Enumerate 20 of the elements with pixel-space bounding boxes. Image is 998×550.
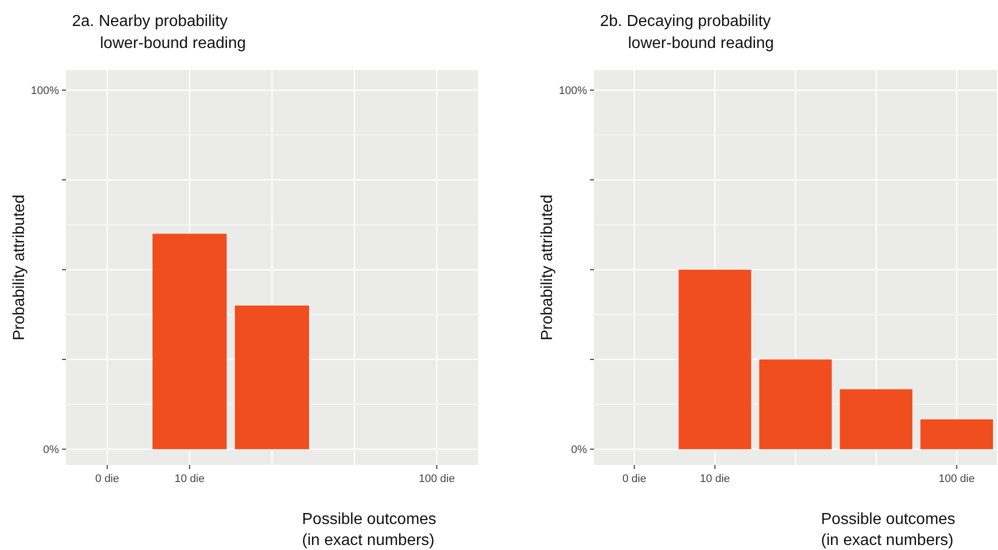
x-axis-title: Possible outcomes (in exact numbers)	[302, 511, 436, 549]
x-tick-label: 0 die	[622, 473, 646, 485]
bar	[678, 270, 752, 450]
y-axis-title: Probability attributed	[539, 194, 556, 340]
y-tick-label: 100%	[558, 84, 588, 97]
bar	[920, 419, 993, 450]
x-axis-title: Possible outcomes (in exact numbers)	[821, 511, 956, 549]
y-tick-label: 0%	[571, 444, 588, 456]
y-axis-title: Probability attributed	[11, 194, 28, 340]
y-tick-label: 0%	[43, 444, 60, 456]
x-tick-label: 100 die	[938, 473, 975, 485]
x-tick-label: 100 die	[418, 473, 455, 485]
x-tick-label: 0 die	[95, 473, 120, 485]
chart-title: 2b. Decaying probability lower-bound reading	[600, 13, 774, 52]
x-tick-label: 10 die	[700, 473, 730, 485]
x-tick-label: 10 die	[174, 473, 205, 485]
bar	[759, 359, 832, 450]
y-tick-label: 100%	[30, 84, 60, 97]
bar	[840, 389, 912, 450]
chart-title: 2a. Nearby probability lower-bound reading	[72, 13, 246, 52]
